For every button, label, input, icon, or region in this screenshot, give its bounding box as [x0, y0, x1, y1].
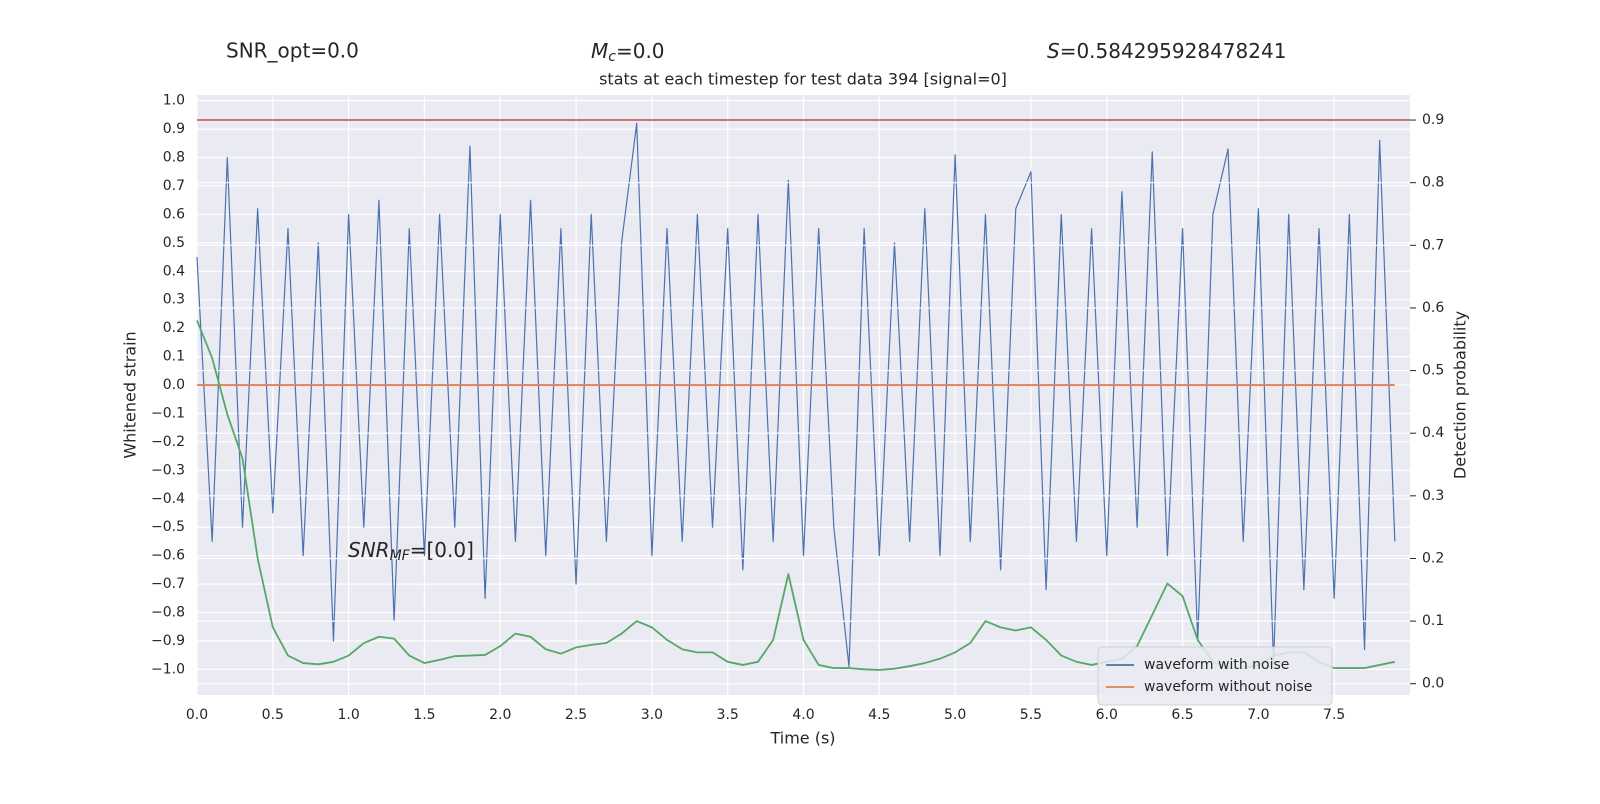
y-tick-label: −0.4	[151, 491, 185, 507]
header-snr: SNR_opt=0.0	[226, 39, 359, 63]
header-s-symbol: S	[1047, 39, 1060, 63]
y-tick-label: 1.0	[163, 93, 185, 109]
y-tick-label: −1.0	[151, 661, 185, 677]
y-tick-label: 0.4	[163, 263, 185, 279]
x-tick-label: 7.5	[1323, 707, 1345, 723]
annotation: SNRMF=[0.0]	[348, 538, 474, 565]
x-tick-label: 0.5	[262, 707, 284, 723]
x-axis-label: Time (s)	[769, 729, 835, 748]
labels: 0.0 0.5 1.0 1.5 2.0 2.5 3.0 3.5 4.0 4.5 5.0 5.5 6.0 6…	[151, 93, 1444, 723]
header-mc: Mc=0.0	[591, 39, 665, 66]
legend-label: waveform without noise	[1144, 679, 1312, 695]
x-tick-label: 4.5	[868, 707, 890, 723]
chart-title: stats at each timestep for test data 394…	[599, 70, 1007, 89]
y2-tick-label: 0.2	[1422, 550, 1444, 566]
x-tick-label: 7.0	[1247, 707, 1269, 723]
legend-label: waveform with noise	[1144, 657, 1289, 673]
marks	[196, 119, 1410, 685]
header-s-value: =0.584295928478241	[1060, 39, 1287, 63]
y-tick-label: −0.3	[151, 462, 185, 478]
y2-tick-label: 0.1	[1422, 613, 1444, 629]
x-tick-label: 3.5	[717, 707, 739, 723]
y2-axis-label: Detection probability	[1451, 311, 1470, 479]
y2-tick-label: 0.3	[1422, 488, 1444, 504]
y2-tick-label: 0.8	[1422, 175, 1444, 191]
x-tick-label: 1.0	[337, 707, 359, 723]
y-tick-label: −0.5	[151, 519, 185, 535]
series-line	[196, 122, 1396, 668]
annotation-symbol: SNR	[348, 538, 390, 562]
header-mc-symbol: M	[591, 39, 608, 63]
y-tick-label: −0.7	[151, 576, 185, 592]
x-tick-label: 3.0	[641, 707, 663, 723]
series-line	[196, 320, 1396, 671]
y-tick-label: −0.1	[151, 405, 185, 421]
y-tick-label: 0.0	[163, 377, 185, 393]
y-tick-label: 0.8	[163, 150, 185, 166]
header-s: S=0.584295928478241	[1047, 39, 1286, 63]
header-mc-sub: c	[608, 49, 616, 65]
header-mc-value: =0.0	[616, 39, 665, 63]
y-tick-label: 0.1	[163, 349, 185, 365]
x-tick-label: 5.0	[944, 707, 966, 723]
x-tick-label: 6.5	[1171, 707, 1193, 723]
y2-tick-label: 0.4	[1422, 425, 1444, 441]
annotation-sub: MF	[390, 548, 411, 564]
y-tick-label: 0.5	[163, 235, 185, 251]
x-tick-label: 0.0	[186, 707, 208, 723]
y-tick-label: −0.2	[151, 434, 185, 450]
y2-tick-label: 0.9	[1422, 112, 1444, 128]
x-tick-label: 5.5	[1020, 707, 1042, 723]
y-tick-label: −0.9	[151, 633, 185, 649]
x-tick-label: 6.0	[1096, 707, 1118, 723]
y-tick-label: 0.6	[163, 206, 185, 222]
y-axis-label: Whitened strain	[121, 331, 140, 458]
y-tick-label: −0.8	[151, 605, 185, 621]
x-tick-label: 2.5	[565, 707, 587, 723]
y2-tick-label: 0.7	[1422, 237, 1444, 253]
y2-tick-label: 0.6	[1422, 300, 1444, 316]
y-tick-label: 0.3	[163, 292, 185, 308]
y-tick-label: 0.9	[163, 121, 185, 137]
legend-box	[1097, 646, 1333, 706]
y2-tick-label: 0.0	[1422, 676, 1444, 692]
legend: waveform with noise waveform without nois…	[1097, 646, 1333, 706]
y-tick-label: 0.2	[163, 320, 185, 336]
x-tick-label: 2.0	[489, 707, 511, 723]
x-tick-label: 1.5	[413, 707, 435, 723]
y2-tick-label: 0.5	[1422, 363, 1444, 379]
y-tick-label: 0.7	[163, 178, 185, 194]
grid	[196, 95, 1410, 695]
x-tick-label: 4.0	[792, 707, 814, 723]
annotation-value: =[0.0]	[410, 538, 474, 562]
y-tick-label: −0.6	[151, 548, 185, 564]
